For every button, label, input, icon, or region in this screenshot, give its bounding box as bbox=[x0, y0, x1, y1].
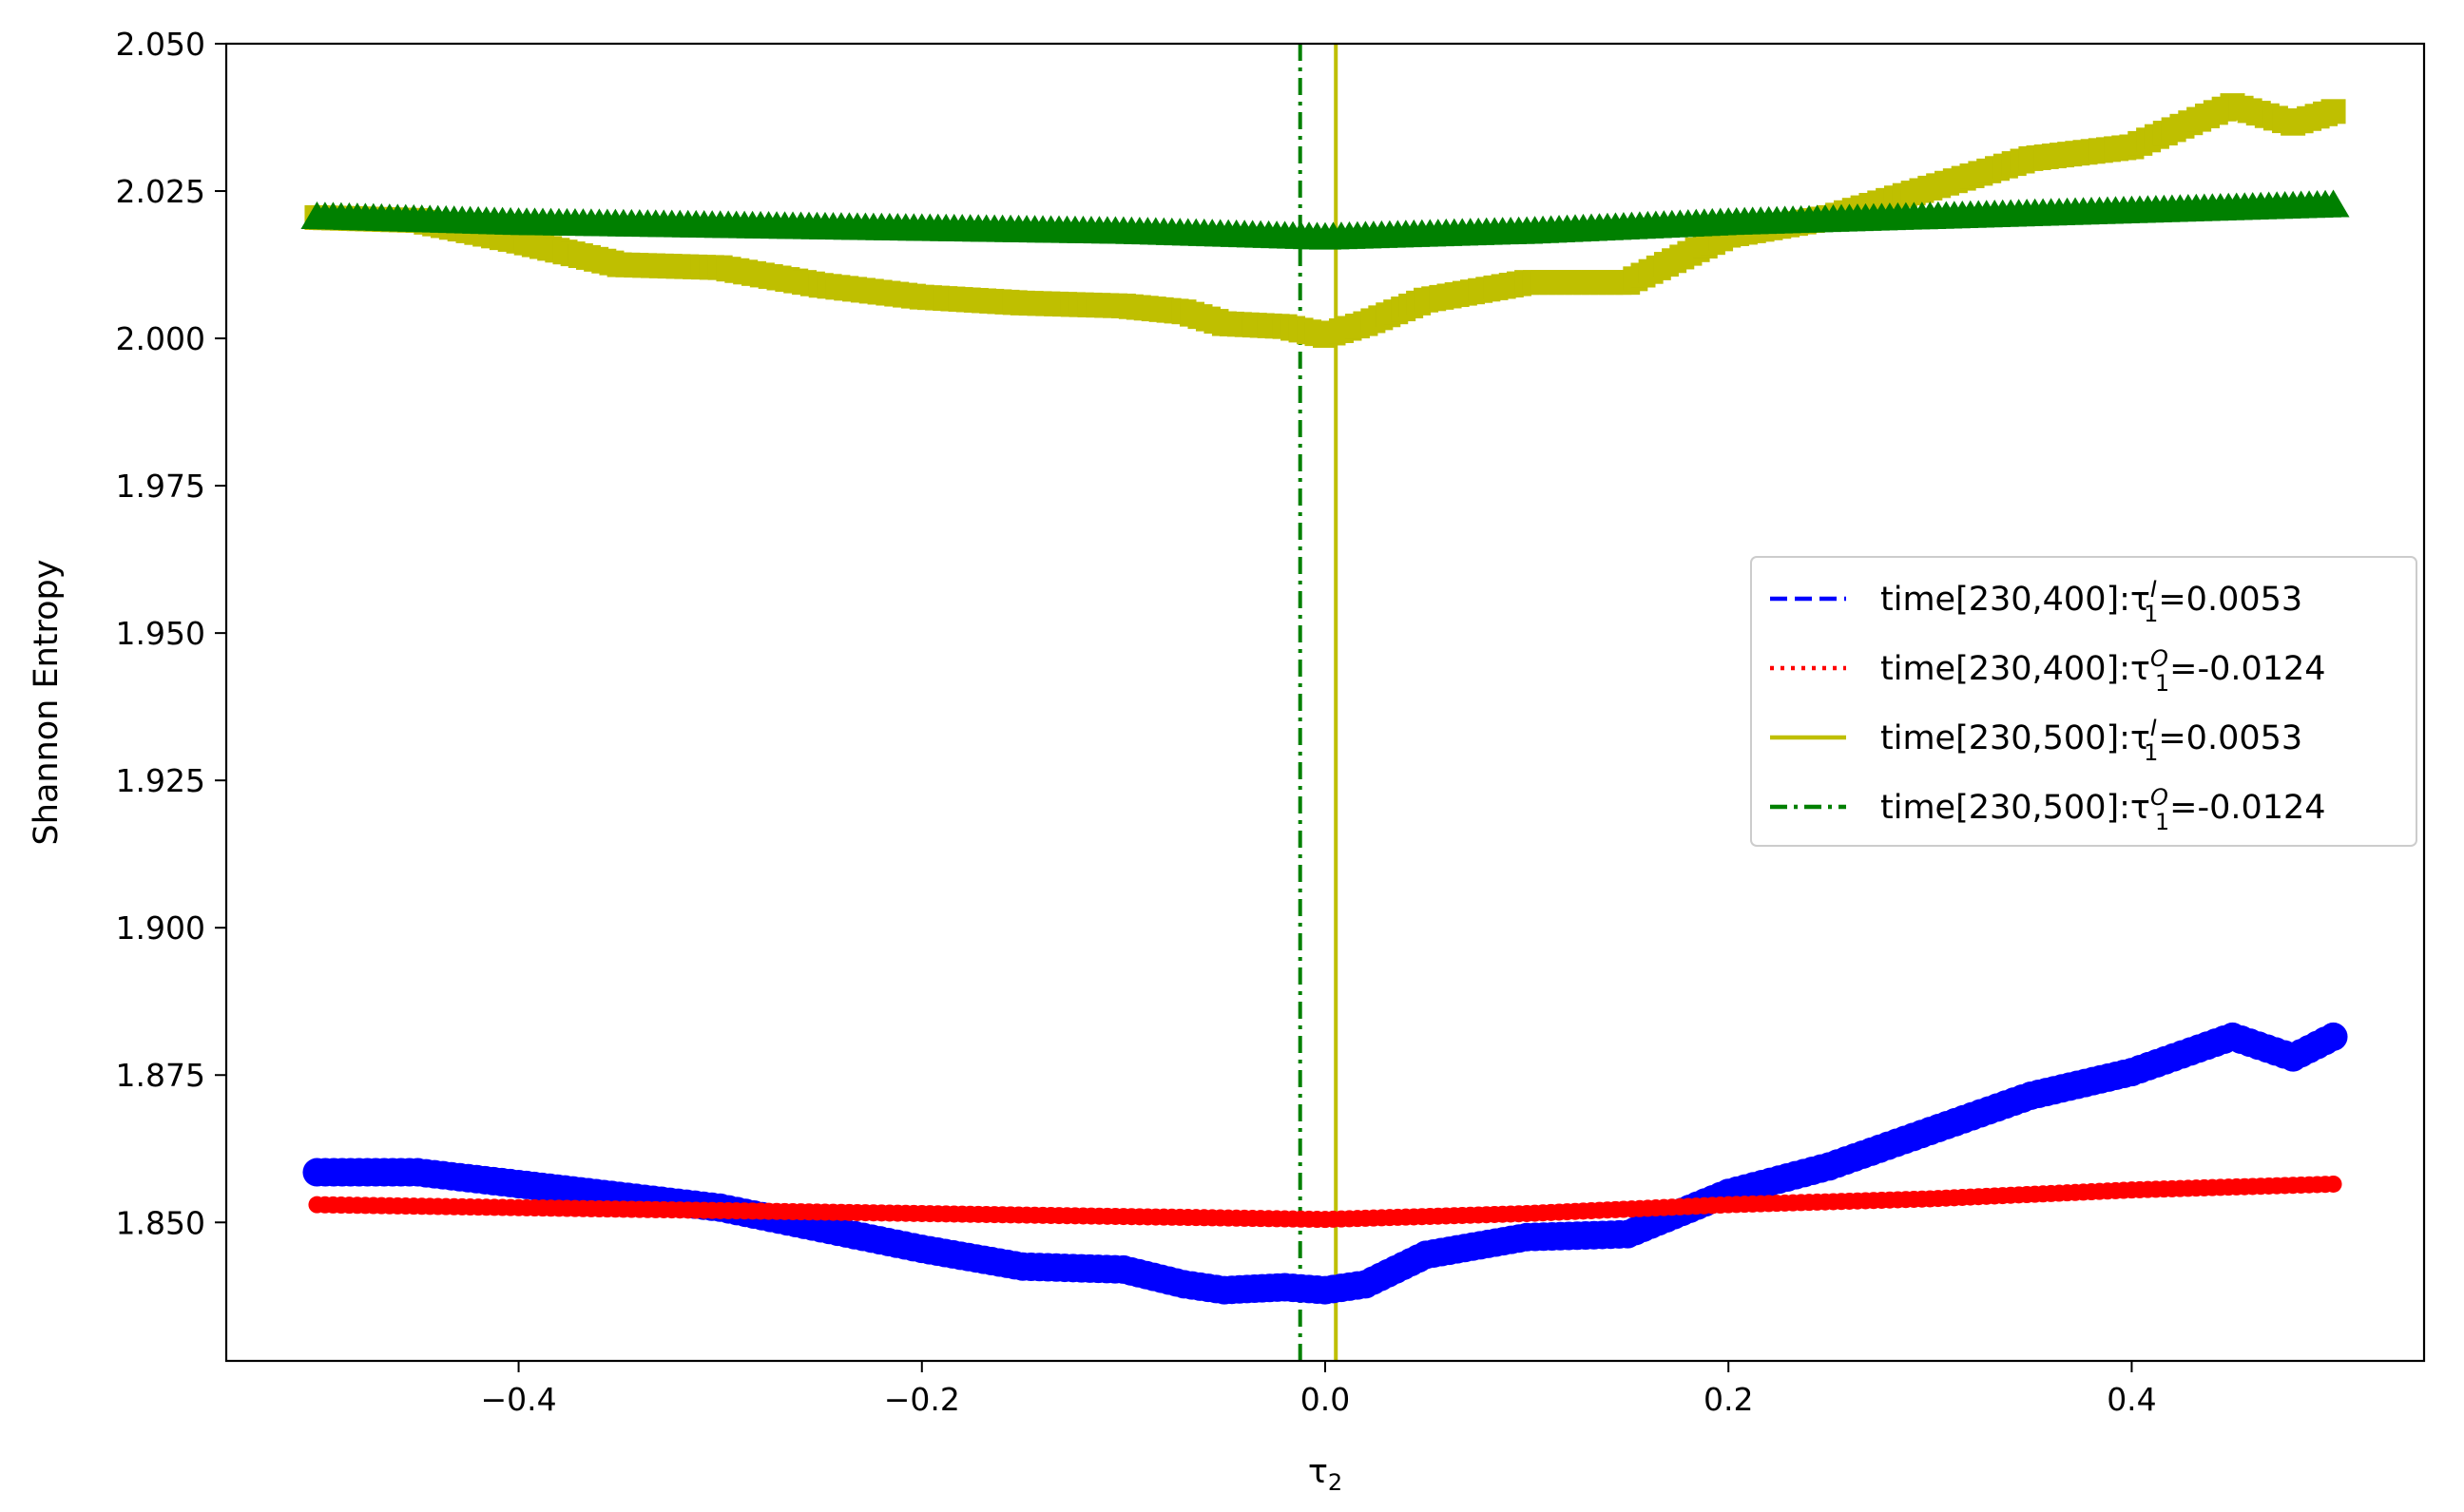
y-tick-label: 1.975 bbox=[116, 468, 205, 505]
legend-label: time[230,500]:τO 1=-0.0124 bbox=[1880, 784, 2326, 835]
y-tick-label: 1.900 bbox=[116, 909, 205, 947]
x-tick-label: −0.2 bbox=[884, 1381, 960, 1418]
x-axis-label: τ2 bbox=[1308, 1453, 1342, 1496]
y-tick-label: 2.025 bbox=[116, 173, 205, 210]
legend-label: time[230,400]:τO 1=-0.0124 bbox=[1880, 645, 2326, 697]
legend-item-1: time[230,400]:τI 1=0.0053 bbox=[1770, 576, 2302, 627]
x-tick-label: −0.4 bbox=[480, 1381, 556, 1418]
data-point bbox=[2320, 99, 2346, 124]
legend-label: time[230,500]:τI 1=0.0053 bbox=[1880, 715, 2302, 766]
legend: time[230,400]:τI 1=0.0053 time[230,400]:τO… bbox=[1750, 556, 2417, 847]
x-tick-label: 0.0 bbox=[1300, 1381, 1350, 1418]
data-point bbox=[2324, 1175, 2342, 1193]
legend-item-3: time[230,500]:τI 1=0.0053 bbox=[1770, 715, 2302, 766]
x-tick-label: 0.4 bbox=[2107, 1381, 2156, 1418]
series-1 bbox=[302, 1022, 2348, 1305]
data-point bbox=[2319, 1022, 2348, 1051]
y-tick-label: 1.875 bbox=[116, 1057, 205, 1094]
x-axis: −0.4 −0.2 0.0 0.2 0.4 bbox=[480, 1361, 2157, 1418]
data-point bbox=[2317, 189, 2350, 218]
y-axis: 1.850 1.875 1.900 1.925 1.950 1.975 2.000 2.025… bbox=[116, 26, 226, 1241]
y-axis-label: Shannon Entropy bbox=[28, 560, 66, 846]
y-tick-label: 1.850 bbox=[116, 1204, 205, 1241]
legend-label: time[230,400]:τI 1=0.0053 bbox=[1880, 576, 2302, 627]
legend-item-2: time[230,400]:τO 1=-0.0124 bbox=[1770, 645, 2326, 697]
y-tick-label: 1.950 bbox=[116, 615, 205, 652]
legend-box bbox=[1750, 556, 2417, 847]
y-tick-label: 2.050 bbox=[116, 26, 205, 63]
legend-item-4: time[230,500]:τO 1=-0.0124 bbox=[1770, 784, 2326, 835]
x-tick-label: 0.2 bbox=[1704, 1381, 1753, 1418]
series-2 bbox=[308, 1175, 2342, 1229]
series-4 bbox=[300, 189, 2350, 250]
y-tick-label: 2.000 bbox=[116, 320, 205, 357]
plot-area bbox=[300, 44, 2350, 1361]
y-tick-label: 1.925 bbox=[116, 762, 205, 799]
